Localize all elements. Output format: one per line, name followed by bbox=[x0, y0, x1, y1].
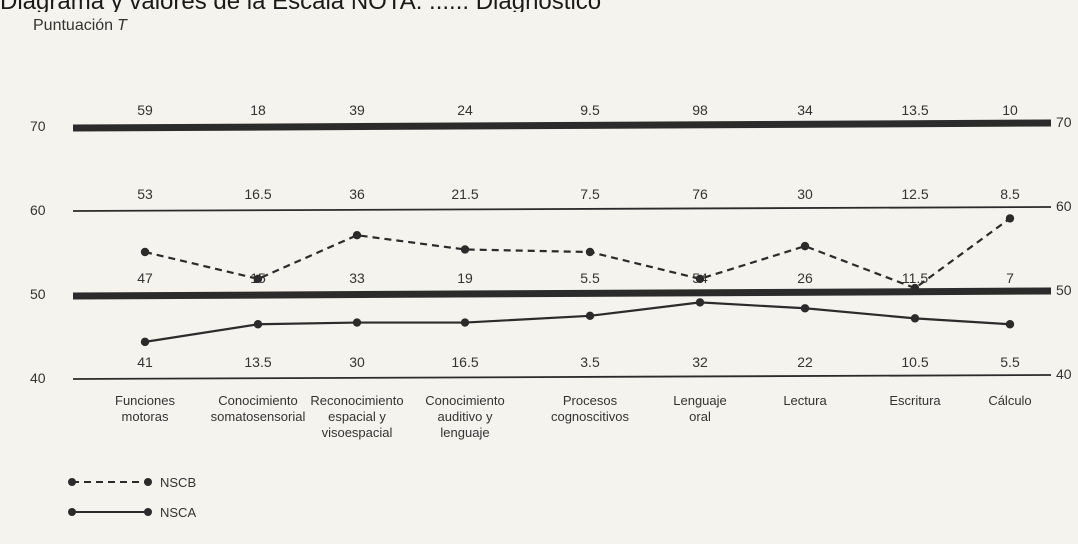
raw-score-label: 16.5 bbox=[244, 186, 271, 202]
raw-score-label: 33 bbox=[349, 270, 365, 286]
data-point-nscb bbox=[140, 247, 150, 257]
raw-score-label: 30 bbox=[349, 354, 365, 370]
data-point-nsca bbox=[585, 311, 595, 321]
x-category-label: Lenguaje oral bbox=[673, 393, 727, 424]
data-point-nsca bbox=[910, 314, 920, 323]
raw-score-label: 47 bbox=[137, 270, 153, 286]
x-category-label: Cálculo bbox=[988, 393, 1031, 408]
x-category-label: Reconocimiento espacial y visoespacial bbox=[310, 393, 403, 440]
y-tick-right-40: 40 bbox=[1056, 366, 1072, 382]
data-point-nsca bbox=[695, 298, 705, 307]
y-tick-left-60: 60 bbox=[30, 202, 46, 218]
raw-score-label: 5.5 bbox=[580, 270, 600, 286]
reference-line-60 bbox=[72, 206, 1052, 212]
x-category-label: Conocimiento somatosensorial bbox=[211, 393, 306, 424]
data-point-nscb bbox=[800, 241, 810, 251]
y-tick-right-60: 60 bbox=[1056, 198, 1072, 214]
raw-score-label: 39 bbox=[349, 102, 365, 118]
raw-score-label: 10.5 bbox=[901, 354, 928, 370]
data-point-nsca bbox=[352, 318, 362, 327]
raw-score-label: 16.5 bbox=[451, 354, 478, 370]
raw-score-label: 18 bbox=[250, 102, 266, 118]
y-tick-left-50: 50 bbox=[30, 286, 46, 302]
raw-score-label: 32 bbox=[692, 354, 708, 370]
raw-score-label: 12.5 bbox=[901, 186, 928, 202]
raw-score-label: 76 bbox=[692, 186, 708, 202]
raw-score-label: 3.5 bbox=[580, 354, 600, 370]
legend-label-nscb: NSCB bbox=[160, 475, 196, 490]
raw-score-label: 30 bbox=[797, 186, 813, 202]
data-point-nscb bbox=[253, 274, 263, 284]
y-axis-label-italic: T bbox=[117, 17, 127, 34]
cropped-header-text: Diagrama y valores de la Escala NOTA: ..… bbox=[0, 0, 1078, 12]
raw-score-label: 19 bbox=[457, 270, 473, 286]
data-point-nsca bbox=[140, 337, 150, 347]
legend-marker bbox=[144, 508, 152, 516]
raw-score-label: 34 bbox=[797, 102, 813, 118]
legend-marker bbox=[68, 508, 76, 516]
x-category-label: Funciones motoras bbox=[115, 393, 175, 424]
y-tick-left-70: 70 bbox=[30, 118, 46, 134]
legend-marker bbox=[144, 478, 152, 486]
raw-score-label: 13.5 bbox=[901, 102, 928, 118]
raw-score-label: 7.5 bbox=[580, 186, 600, 202]
data-point-nscb bbox=[910, 283, 920, 293]
data-point-nsca bbox=[1005, 320, 1015, 329]
raw-score-label: 21.5 bbox=[451, 186, 478, 202]
data-point-nscb bbox=[352, 231, 362, 240]
raw-score-label: 10 bbox=[1002, 102, 1018, 118]
x-category-label: Lectura bbox=[783, 393, 827, 408]
raw-score-label: 24 bbox=[457, 102, 473, 118]
y-tick-right-50: 50 bbox=[1056, 282, 1072, 298]
raw-score-label: 26 bbox=[797, 270, 813, 286]
data-point-nscb bbox=[460, 245, 470, 254]
raw-score-label: 59 bbox=[137, 102, 153, 118]
y-axis-label: Puntuación T bbox=[33, 17, 127, 35]
y-tick-right-70: 70 bbox=[1056, 114, 1072, 130]
raw-score-label: 7 bbox=[1006, 270, 1014, 286]
raw-score-label: 13.5 bbox=[244, 354, 271, 370]
data-point-nscb bbox=[1005, 214, 1015, 223]
raw-score-label: 22 bbox=[797, 354, 813, 370]
raw-score-label: 98 bbox=[692, 102, 708, 118]
raw-score-label: 53 bbox=[137, 186, 153, 202]
y-axis-label-text: Puntuación bbox=[33, 17, 114, 34]
raw-score-label: 36 bbox=[349, 186, 365, 202]
data-point-nscb bbox=[695, 274, 705, 284]
raw-score-label: 9.5 bbox=[580, 102, 600, 118]
reference-line-70 bbox=[72, 119, 1052, 132]
raw-score-label: 8.5 bbox=[1000, 186, 1020, 202]
series-line-nscb bbox=[144, 217, 1011, 290]
reference-line-50 bbox=[72, 287, 1052, 300]
legend-marker bbox=[68, 478, 76, 486]
y-tick-left-40: 40 bbox=[30, 370, 46, 386]
x-category-label: Escritura bbox=[889, 393, 941, 408]
reference-line-40 bbox=[72, 374, 1052, 380]
raw-score-label: 11.5 bbox=[902, 270, 928, 286]
data-point-nsca bbox=[460, 318, 470, 327]
legend-label-nsca: NSCA bbox=[160, 505, 196, 520]
raw-score-label: 41 bbox=[137, 354, 153, 370]
series-line-nsca bbox=[144, 301, 1011, 343]
x-category-label: Procesos cognoscitivos bbox=[551, 393, 630, 424]
x-category-label: Conocimiento auditivo y lenguaje bbox=[425, 393, 505, 440]
raw-score-label: 5.5 bbox=[1000, 354, 1020, 370]
data-point-nsca bbox=[800, 304, 810, 313]
data-point-nsca bbox=[253, 320, 263, 329]
data-point-nscb bbox=[585, 247, 595, 257]
